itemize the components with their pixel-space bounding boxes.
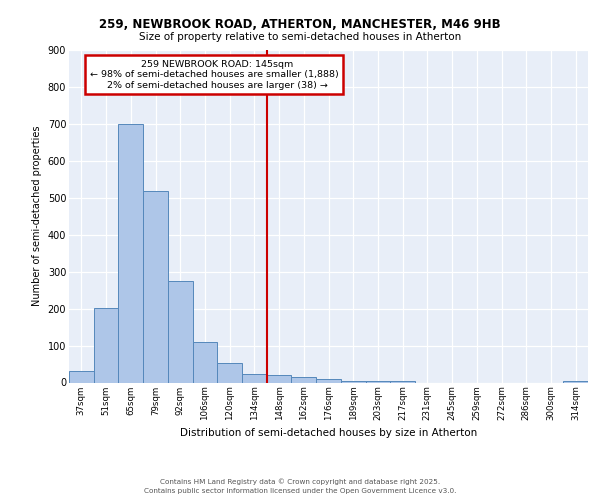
Bar	[242, 374, 267, 382]
Text: Contains HM Land Registry data © Crown copyright and database right 2025.
Contai: Contains HM Land Registry data © Crown c…	[144, 478, 456, 494]
Text: 259 NEWBROOK ROAD: 145sqm
← 98% of semi-detached houses are smaller (1,888)
  2%: 259 NEWBROOK ROAD: 145sqm ← 98% of semi-…	[90, 60, 338, 90]
Y-axis label: Number of semi-detached properties: Number of semi-detached properties	[32, 126, 42, 306]
Bar	[143, 192, 168, 382]
Bar	[168, 281, 193, 382]
Bar	[217, 364, 242, 382]
Bar	[267, 375, 292, 382]
Bar	[292, 377, 316, 382]
Bar	[118, 124, 143, 382]
Bar	[94, 308, 118, 382]
Text: 259, NEWBROOK ROAD, ATHERTON, MANCHESTER, M46 9HB: 259, NEWBROOK ROAD, ATHERTON, MANCHESTER…	[99, 18, 501, 30]
Bar	[341, 380, 365, 382]
Bar	[193, 342, 217, 382]
Bar	[365, 380, 390, 382]
Bar	[316, 379, 341, 382]
X-axis label: Distribution of semi-detached houses by size in Atherton: Distribution of semi-detached houses by …	[180, 428, 477, 438]
Bar	[69, 372, 94, 382]
Text: Size of property relative to semi-detached houses in Atherton: Size of property relative to semi-detach…	[139, 32, 461, 42]
